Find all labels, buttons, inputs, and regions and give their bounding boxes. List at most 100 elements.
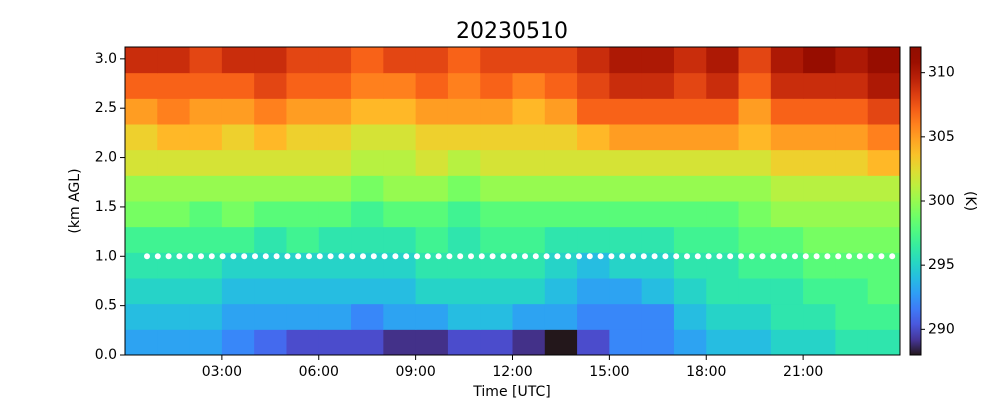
heat-cell: [383, 175, 417, 202]
heat-cell: [577, 201, 610, 228]
heat-cell: [447, 329, 481, 356]
heat-cell: [221, 226, 255, 253]
heat-cell: [318, 278, 352, 305]
heat-cell: [770, 72, 804, 99]
heat-cell: [447, 201, 481, 228]
heat-cell: [157, 226, 191, 253]
heat-cell: [770, 303, 804, 330]
x-tick-label: 06:00: [299, 364, 339, 380]
heat-cell: [351, 175, 384, 202]
heat-cell: [867, 175, 901, 202]
heat-cell: [609, 278, 643, 305]
heat-cell: [189, 329, 223, 356]
heat-cell: [770, 124, 804, 151]
heat-cell: [254, 278, 287, 305]
heat-cell: [447, 47, 481, 74]
chart-title: 20230510: [456, 19, 568, 44]
heat-cell: [803, 175, 836, 202]
heat-cell: [512, 47, 546, 74]
heat-cell: [641, 329, 675, 356]
heat-cell: [447, 124, 481, 151]
heat-cell: [867, 72, 901, 99]
heat-cell: [867, 278, 901, 305]
heat-cell: [189, 72, 223, 99]
heat-cell: [641, 175, 675, 202]
heat-cell: [125, 329, 158, 356]
heat-cell: [673, 124, 707, 151]
heat-cell: [577, 329, 610, 356]
heat-cell: [286, 149, 320, 176]
y-tick-label: 3.0: [95, 51, 117, 67]
heat-cell: [318, 149, 352, 176]
heat-cell: [415, 303, 449, 330]
heat-cell: [738, 98, 772, 125]
heat-cell: [641, 72, 675, 99]
heat-cell: [706, 329, 740, 356]
heat-cell: [609, 252, 643, 279]
heat-cell: [415, 47, 449, 74]
heat-cell: [609, 201, 643, 228]
heat-cell: [157, 278, 191, 305]
heat-cell: [609, 329, 643, 356]
heat-cell: [609, 149, 643, 176]
heat-cell: [157, 201, 191, 228]
heat-cell: [221, 175, 255, 202]
heat-cell: [480, 47, 513, 74]
heat-cell: [157, 72, 191, 99]
heat-cell: [835, 149, 869, 176]
heat-cell: [770, 175, 804, 202]
heat-cell: [189, 124, 223, 151]
heat-cell: [415, 175, 449, 202]
heat-cell: [480, 329, 513, 356]
heat-cell: [544, 329, 578, 356]
heat-cell: [383, 329, 417, 356]
heat-cell: [221, 303, 255, 330]
heat-cell: [544, 149, 578, 176]
heat-cell: [738, 252, 772, 279]
heat-cell: [673, 201, 707, 228]
heat-cell: [480, 278, 513, 305]
heat-cell: [415, 278, 449, 305]
heat-cell: [738, 124, 772, 151]
heat-cell: [577, 226, 610, 253]
heat-cell: [157, 303, 191, 330]
heat-cell: [770, 47, 804, 74]
heat-cell: [221, 98, 255, 125]
heat-cell: [254, 329, 287, 356]
heat-cell: [803, 47, 836, 74]
heat-cell: [867, 201, 901, 228]
heat-cell: [221, 47, 255, 74]
heat-cell: [577, 124, 610, 151]
heat-cell: [641, 201, 675, 228]
heat-cell: [318, 175, 352, 202]
heat-cell: [125, 72, 158, 99]
heat-cell: [351, 124, 384, 151]
heat-cell: [351, 47, 384, 74]
heat-cell: [189, 98, 223, 125]
heat-cell: [738, 47, 772, 74]
heat-cell: [609, 226, 643, 253]
heat-cell: [383, 226, 417, 253]
heat-cell: [835, 329, 869, 356]
heat-cell: [512, 329, 546, 356]
heat-cell: [383, 303, 417, 330]
y-axis-label: (km AGL): [67, 168, 83, 233]
heat-cell: [254, 252, 287, 279]
heat-cell: [447, 98, 481, 125]
heat-cell: [415, 124, 449, 151]
heat-cell: [480, 149, 513, 176]
heat-cell: [286, 124, 320, 151]
heat-cell: [770, 98, 804, 125]
heat-cell: [867, 226, 901, 253]
heat-cell: [125, 124, 158, 151]
heat-cell: [673, 278, 707, 305]
heat-cell: [157, 149, 191, 176]
heat-cell: [803, 278, 836, 305]
heat-cell: [673, 226, 707, 253]
heat-cell: [577, 303, 610, 330]
heat-cell: [157, 329, 191, 356]
heat-cell: [125, 252, 158, 279]
heat-cell: [447, 175, 481, 202]
heat-cell: [125, 47, 158, 74]
